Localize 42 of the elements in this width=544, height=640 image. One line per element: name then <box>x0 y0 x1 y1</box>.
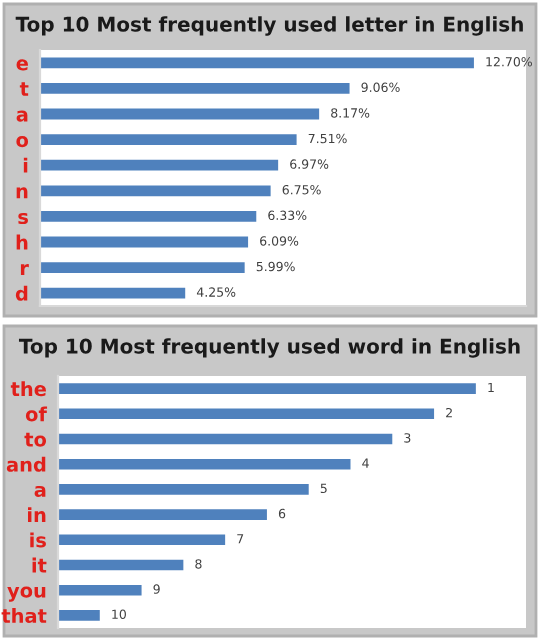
bar <box>40 236 249 248</box>
y-tick-label: o <box>16 136 29 148</box>
chart-title: Top 10 Most frequently used word in English <box>18 338 520 358</box>
y-tick-label: to <box>24 432 47 447</box>
bar <box>40 211 257 222</box>
y-tick-label: you <box>7 586 46 602</box>
bar <box>40 134 297 145</box>
bar <box>58 484 309 495</box>
bar <box>40 287 186 299</box>
bar <box>40 83 350 94</box>
y-tick-label: e <box>16 59 28 71</box>
bar <box>58 584 142 596</box>
bar <box>58 610 100 621</box>
y-tick-label: t <box>19 82 29 96</box>
y-tick-label: r <box>20 264 29 275</box>
y-tick-label: a <box>16 110 28 122</box>
y-tick-label: and <box>6 456 46 472</box>
bar <box>58 534 226 546</box>
bar <box>40 108 320 120</box>
chart-title: Top 10 Most frequently used letter in English <box>15 16 523 36</box>
y-tick-label: d <box>15 285 28 301</box>
y-tick-label: i <box>23 157 28 173</box>
bar <box>58 559 184 571</box>
bar <box>40 57 474 69</box>
bar <box>40 159 279 171</box>
bar <box>58 408 435 420</box>
y-tick-label: the <box>10 381 46 397</box>
bar <box>58 383 476 394</box>
bar <box>40 262 245 273</box>
bar <box>58 509 267 520</box>
y-tick-label: is <box>30 532 46 548</box>
bar <box>58 433 393 445</box>
bar <box>58 458 351 470</box>
y-tick-label: n <box>16 187 28 199</box>
y-tick-label: it <box>32 557 47 573</box>
y-tick-label: of <box>25 406 48 422</box>
bar <box>40 185 271 197</box>
y-tick-label: h <box>16 234 28 250</box>
y-tick-label: in <box>28 507 46 522</box>
y-tick-label: s <box>18 212 28 225</box>
y-tick-label: a <box>34 485 46 498</box>
y-tick-label: that <box>1 608 47 624</box>
